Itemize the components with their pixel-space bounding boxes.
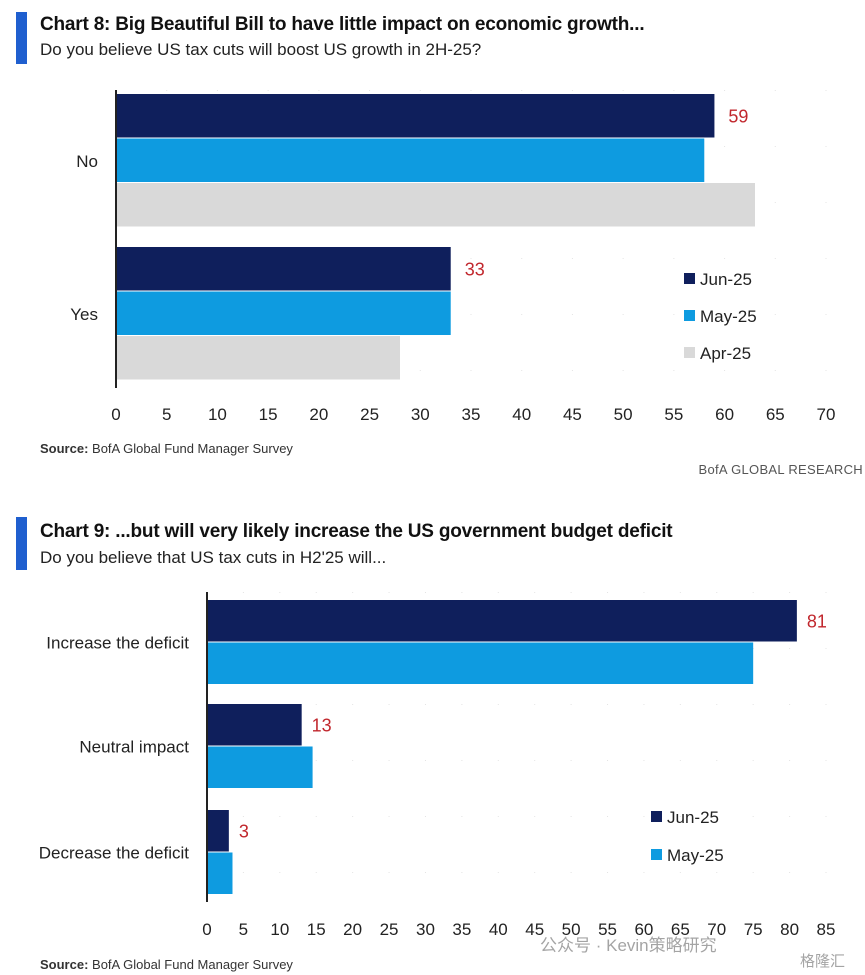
chart9-bar-may-25 xyxy=(207,852,233,894)
watermark-logo-text: 格隆汇 xyxy=(800,953,846,970)
chart9-bar-jun-25 xyxy=(207,810,229,852)
chart8-x-tick-label: 35 xyxy=(462,405,481,424)
chart9-x-tick-label: 10 xyxy=(270,920,289,939)
chart8-x-tick-label: 10 xyxy=(208,405,227,424)
chart9-category-label: Neutral impact xyxy=(79,738,189,757)
chart8-bar-apr-25 xyxy=(116,183,755,227)
bofa-research-brand: BofA GLOBAL RESEARCH xyxy=(698,462,863,477)
chart9-legend-swatch-may-25 xyxy=(651,849,662,860)
chart9-legend-label: May-25 xyxy=(667,846,724,865)
chart8-x-tick-label: 25 xyxy=(360,405,379,424)
chart9-category-label: Increase the deficit xyxy=(46,634,189,653)
watermark-text: 公众号 · Kevin策略研究 xyxy=(540,936,717,955)
chart8-x-tick-label: 20 xyxy=(309,405,328,424)
chart8-data-label: 59 xyxy=(728,106,748,126)
chart8-x-tick-label: 65 xyxy=(766,405,785,424)
chart9-x-tick-label: 40 xyxy=(489,920,508,939)
chart9-bar-jun-25 xyxy=(207,600,797,642)
chart9-x-tick-label: 80 xyxy=(780,920,799,939)
chart8-x-tick-label: 70 xyxy=(817,405,836,424)
chart8-legend-label: Jun-25 xyxy=(700,270,752,289)
chart8-title: Chart 8: Big Beautiful Bill to have litt… xyxy=(40,14,645,35)
chart9-x-tick-label: 75 xyxy=(744,920,763,939)
chart8-x-tick-label: 45 xyxy=(563,405,582,424)
chart8-category-label: No xyxy=(76,152,98,171)
chart9-category-label: Decrease the deficit xyxy=(39,844,190,863)
chart9-x-tick-label: 35 xyxy=(452,920,471,939)
chart8-bar-may-25 xyxy=(116,138,705,182)
chart8-x-tick-label: 60 xyxy=(715,405,734,424)
chart9-data-label: 3 xyxy=(239,821,249,841)
chart8-category-label: Yes xyxy=(70,305,98,324)
chart8-x-tick-label: 0 xyxy=(111,405,120,424)
chart8-source-label: Source: xyxy=(40,441,89,456)
chart9-data-label: 81 xyxy=(807,611,827,631)
chart8-x-tick-label: 5 xyxy=(162,405,171,424)
chart8-accent-bar xyxy=(16,12,27,64)
chart9-x-tick-label: 15 xyxy=(307,920,326,939)
chart8-x-tick-label: 30 xyxy=(411,405,430,424)
chart9-x-tick-label: 20 xyxy=(343,920,362,939)
chart9-source: Source: BofA Global Fund Manager Survey xyxy=(40,957,293,972)
chart9-x-tick-label: 30 xyxy=(416,920,435,939)
chart8-source-text: BofA Global Fund Manager Survey xyxy=(92,441,293,456)
chart9-x-tick-label: 25 xyxy=(380,920,399,939)
chart8-source: Source: BofA Global Fund Manager Survey xyxy=(40,441,293,456)
chart9-bar-may-25 xyxy=(207,642,754,684)
chart8-legend-label: May-25 xyxy=(700,307,757,326)
chart8-x-tick-label: 40 xyxy=(512,405,531,424)
chart9-source-label: Source: xyxy=(40,957,89,972)
chart9-x-tick-label: 0 xyxy=(202,920,211,939)
chart8-legend-swatch-jun-25 xyxy=(684,273,695,284)
chart9-title: Chart 9: ...but will very likely increas… xyxy=(40,521,673,542)
chart9-x-tick-label: 5 xyxy=(239,920,248,939)
chart8-legend-label: Apr-25 xyxy=(700,344,751,363)
chart9-bar-may-25 xyxy=(207,746,313,788)
chart9-legend-label: Jun-25 xyxy=(667,808,719,827)
chart8-bar-jun-25 xyxy=(116,247,451,291)
chart8-legend-swatch-may-25 xyxy=(684,310,695,321)
chart9-x-tick-label: 85 xyxy=(817,920,836,939)
chart8-bar-may-25 xyxy=(116,291,451,335)
chart8-subtitle: Do you believe US tax cuts will boost US… xyxy=(40,40,482,59)
chart8-data-label: 33 xyxy=(465,259,485,279)
chart8-x-tick-label: 50 xyxy=(614,405,633,424)
chart8-legend-swatch-apr-25 xyxy=(684,347,695,358)
chart8-bar-apr-25 xyxy=(116,336,400,380)
chart9-bar-jun-25 xyxy=(207,704,302,746)
chart9-data-label: 13 xyxy=(312,715,332,735)
chart9-accent-bar xyxy=(16,517,27,570)
chart8-x-tick-label: 55 xyxy=(664,405,683,424)
chart9-subtitle: Do you believe that US tax cuts in H2'25… xyxy=(40,548,387,567)
chart9-legend-swatch-jun-25 xyxy=(651,811,662,822)
chart8-plot: 59 No 33 Yes 0 5 10 15 20 25 30 35 40 45 50 55 60 65 70 Jun… xyxy=(70,90,836,424)
chart8-x-tick-label: 15 xyxy=(259,405,278,424)
chart9-source-text: BofA Global Fund Manager Survey xyxy=(92,957,293,972)
chart8-bar-jun-25 xyxy=(116,94,715,138)
